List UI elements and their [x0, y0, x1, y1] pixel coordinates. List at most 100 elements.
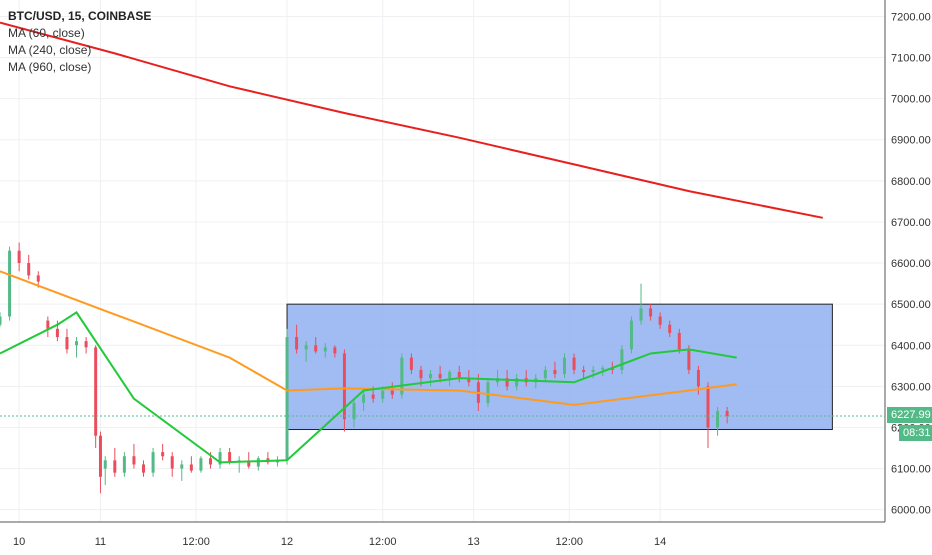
candle-body	[84, 341, 88, 348]
candle-body	[17, 250, 21, 264]
candle-body	[467, 378, 471, 383]
candle-body	[247, 460, 251, 467]
candle-body	[98, 435, 102, 477]
candle-body	[323, 347, 327, 352]
candle-body	[218, 452, 222, 465]
candle-body	[122, 456, 126, 473]
candle-body	[151, 452, 155, 473]
candle-body	[457, 371, 461, 379]
last-price-badge: 6227.99	[887, 406, 932, 423]
bar-countdown-value: 08:31	[903, 426, 931, 439]
candle-body	[333, 347, 337, 354]
y-tick-label: 6700.00	[891, 217, 931, 229]
x-tick-label: 12	[281, 536, 293, 548]
y-tick-label: 6000.00	[891, 505, 931, 517]
candle-body	[75, 341, 79, 346]
candle-body	[438, 374, 442, 379]
candle-body	[180, 464, 184, 469]
candle-body	[342, 353, 346, 420]
legend-ma960: MA (960, close)	[8, 60, 92, 74]
candle-body	[629, 320, 633, 350]
y-tick-label: 6800.00	[891, 176, 931, 188]
candle-body	[208, 458, 212, 465]
x-tick-label: 11	[95, 536, 106, 548]
candle-body	[620, 349, 624, 370]
candle-body	[486, 382, 490, 403]
candle-body	[601, 367, 605, 370]
candle-body	[515, 378, 519, 387]
y-tick-label: 6600.00	[891, 258, 931, 270]
ma240-line	[0, 270, 737, 406]
candle-body	[677, 332, 681, 350]
candle-body	[161, 452, 165, 457]
candle-body	[639, 308, 643, 321]
candle-body	[189, 464, 193, 471]
candle-body	[381, 390, 385, 399]
candle-body	[696, 369, 700, 387]
chart-legend: BTC/USD, 15, COINBASE MA (60, close) MA …	[8, 8, 151, 76]
candle-body	[113, 460, 117, 473]
candle-body	[46, 320, 50, 329]
candle-body	[505, 378, 509, 387]
candle-body	[371, 394, 375, 399]
last-price-value: 6227.99	[891, 408, 931, 421]
candle-body	[716, 411, 720, 428]
candle-body	[649, 308, 653, 317]
y-tick-label: 7000.00	[891, 94, 931, 106]
candle-body	[562, 357, 566, 375]
candle-body	[228, 452, 232, 463]
candle-body	[409, 357, 413, 370]
y-tick-label: 7100.00	[891, 53, 931, 65]
candle-body	[0, 316, 2, 325]
candle-body	[658, 316, 662, 325]
candle-body	[419, 369, 423, 379]
candle-body	[170, 456, 174, 469]
candle-body	[304, 345, 308, 350]
candle-body	[725, 411, 729, 416]
candle-body	[390, 390, 394, 395]
candle-body	[199, 458, 203, 471]
range-rectangle[interactable]	[286, 303, 833, 431]
x-tick-label: 14	[654, 536, 666, 548]
legend-ma240: MA (240, close)	[8, 43, 92, 57]
candle-body	[55, 328, 59, 338]
candle-body	[687, 349, 691, 370]
ma960-line	[0, 21, 823, 219]
candle-body	[668, 324, 672, 333]
y-tick-label: 6300.00	[891, 381, 931, 393]
candle-body	[362, 394, 366, 403]
candle-body	[582, 369, 586, 372]
candle-body	[553, 369, 557, 375]
candle-body	[429, 374, 433, 379]
y-tick-label: 6900.00	[891, 135, 931, 147]
x-tick-label: 12:00	[556, 536, 584, 548]
candle-body	[295, 337, 299, 350]
candle-body	[65, 337, 69, 350]
candle-body	[706, 386, 710, 428]
candle-body	[36, 275, 40, 282]
candle-body	[103, 460, 107, 469]
candle-body	[285, 337, 289, 461]
candle-body	[448, 371, 452, 379]
candle-body	[400, 357, 404, 395]
candle-body	[591, 369, 595, 372]
candle-body	[27, 263, 31, 276]
y-tick-label: 6100.00	[891, 464, 931, 476]
candle-body	[572, 357, 576, 370]
x-tick-label: 10	[13, 536, 25, 548]
bar-countdown-badge: 08:31	[899, 424, 932, 441]
candle-body	[8, 250, 12, 317]
candle-body	[94, 347, 98, 436]
candle-body	[132, 456, 136, 465]
candle-body	[142, 464, 146, 473]
y-tick-label: 6400.00	[891, 340, 931, 352]
symbol-title: BTC/USD, 15, COINBASE	[8, 9, 152, 23]
y-tick-label: 6500.00	[891, 299, 931, 311]
x-tick-label: 12:00	[182, 536, 210, 548]
candle-body	[352, 402, 356, 420]
candle-body	[256, 458, 260, 467]
ma60-line	[0, 311, 737, 464]
x-tick-label: 13	[467, 536, 479, 548]
